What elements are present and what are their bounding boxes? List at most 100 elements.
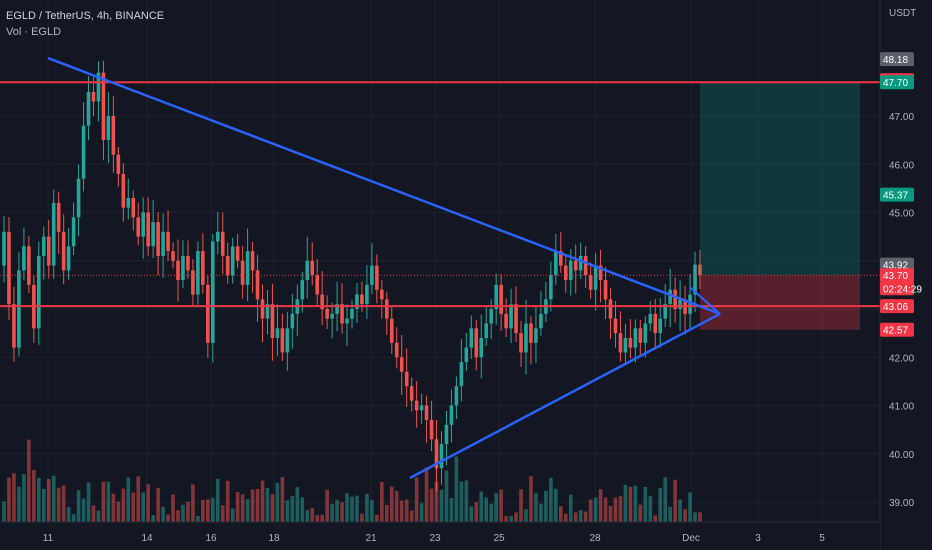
price-tag-bg: [880, 299, 914, 314]
volume-bar: [429, 488, 434, 522]
volume-bar: [474, 502, 479, 522]
volume-bar: [141, 492, 145, 522]
volume-bar: [27, 439, 31, 522]
candle-body: [240, 260, 245, 285]
candle-body: [628, 337, 633, 348]
candle-body: [350, 309, 354, 319]
candle-body: [106, 116, 111, 141]
volume-bar: [399, 500, 404, 522]
volume-bar: [663, 477, 667, 522]
volume-bar: [394, 490, 399, 522]
volume-bar: [618, 496, 623, 522]
time-label-10: 5: [819, 533, 825, 544]
candle-body: [290, 313, 295, 329]
candle-body: [46, 236, 51, 266]
volume-bar: [573, 512, 578, 522]
volume-bar: [22, 474, 26, 522]
volume-bar: [608, 505, 613, 522]
price-tag-label: 43.92: [883, 261, 908, 272]
candle-body: [101, 72, 106, 141]
candle-body: [419, 405, 424, 411]
candle-body: [578, 255, 583, 271]
volume-bar: [91, 505, 96, 522]
time-label-0: 11: [43, 533, 54, 544]
candle-body: [56, 202, 61, 232]
volume-bar: [305, 509, 310, 522]
volume-bar: [37, 477, 41, 522]
price-tag-label: 02:24:29: [883, 284, 922, 295]
volume-bar: [563, 513, 568, 522]
volume-legend: Vol · EGLD: [6, 26, 62, 38]
candle-body: [131, 198, 136, 218]
volume-bar: [215, 478, 220, 522]
price-tag-label: 47.70: [883, 78, 908, 89]
candle-body: [524, 323, 528, 353]
volume-bar: [320, 514, 324, 522]
candle-body: [653, 313, 658, 334]
price-tag-label: 43.06: [883, 302, 908, 313]
volume-bar: [504, 515, 508, 522]
volume-bar: [568, 494, 573, 522]
volume-bar: [444, 470, 449, 522]
candle-body: [549, 275, 553, 300]
candle-body: [91, 91, 96, 102]
volume-bar: [539, 503, 543, 522]
price-tag-bg: [880, 257, 914, 272]
volume-bar: [2, 501, 6, 522]
candle-body: [693, 264, 697, 295]
candle-body: [698, 264, 702, 276]
volume-bar: [385, 504, 389, 522]
volume-bar: [404, 499, 409, 522]
volume-bar: [335, 500, 339, 522]
candle-body: [434, 439, 439, 469]
upper-trendline[interactable]: [47, 56, 721, 315]
volume-bar: [534, 493, 538, 522]
time-label-2: 16: [205, 533, 217, 544]
candle-body: [663, 304, 667, 319]
volume-bar: [285, 500, 290, 522]
price-tag-4: 43.92: [880, 257, 914, 272]
volume-bar: [633, 485, 638, 522]
candle-body: [235, 246, 240, 261]
stop-zone[interactable]: [700, 275, 860, 330]
candle-body: [608, 299, 613, 319]
candle-body: [623, 337, 628, 353]
price-tick-6: 45.00: [889, 209, 914, 220]
candle-body: [141, 212, 145, 237]
volume-bar: [469, 506, 474, 522]
volume-bar: [454, 456, 459, 522]
volume-bar: [648, 496, 653, 522]
volume-bar: [46, 478, 51, 522]
candle-body: [509, 304, 513, 329]
candle-body: [494, 284, 498, 309]
candle-body: [370, 265, 374, 285]
candle-body: [12, 304, 16, 348]
target-zone[interactable]: [700, 82, 860, 276]
candle-body: [161, 231, 165, 256]
price-tick-1: 40.00: [889, 450, 914, 461]
volume-bars: [2, 439, 702, 522]
volume-bar: [220, 505, 225, 522]
volume-bar: [494, 493, 498, 522]
volume-bar: [693, 512, 697, 522]
volume-bar: [17, 486, 21, 522]
volume-bar: [330, 503, 334, 522]
candle-body: [280, 328, 285, 353]
candle-body: [71, 217, 76, 247]
price-tag-label: 43.70: [883, 271, 908, 282]
candle-body: [156, 222, 160, 256]
volume-bar: [270, 494, 275, 522]
price-tag-bg: [880, 268, 914, 283]
price-tick-0: 39.00: [889, 498, 914, 509]
volume-bar: [509, 515, 513, 522]
time-axis-bg: [0, 522, 880, 550]
candle-body: [151, 222, 155, 247]
candle-body: [320, 294, 324, 309]
volume-bar: [300, 497, 305, 522]
candle-body: [424, 405, 429, 420]
volume-bar: [66, 507, 71, 522]
candle-body: [27, 246, 31, 285]
lower-trendline[interactable]: [409, 312, 721, 479]
time-label-9: 3: [755, 533, 761, 544]
